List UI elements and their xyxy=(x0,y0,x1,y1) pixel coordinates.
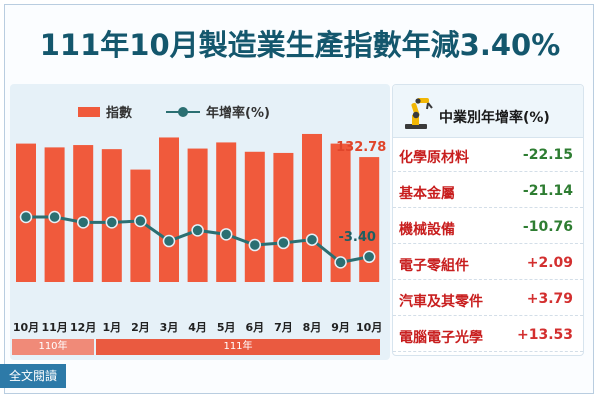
industry-row: 電子零組件 +2.09 xyxy=(393,247,583,280)
industry-row: 汽車及其零件 +3.79 xyxy=(393,283,583,316)
bar xyxy=(302,133,322,282)
industry-name: 電子零組件 xyxy=(399,258,469,274)
industry-value: +13.53 xyxy=(516,327,573,343)
x-tick-label: 10月 xyxy=(13,321,39,334)
x-tick-label: 5月 xyxy=(217,321,236,334)
bar xyxy=(216,142,237,282)
robot-arm-icon xyxy=(405,98,433,129)
rate-point xyxy=(76,216,90,229)
industry-row: 電腦電子光學 +13.53 xyxy=(393,319,583,352)
rate-point xyxy=(277,236,290,250)
bar xyxy=(159,137,179,282)
rate-point xyxy=(219,228,233,241)
industry-name: 化學原材料 xyxy=(399,150,469,166)
industry-name: 機械設備 xyxy=(399,222,455,238)
rate-point xyxy=(134,214,147,228)
bar xyxy=(101,149,122,282)
x-tick-label: 10月 xyxy=(356,321,382,334)
rate-point xyxy=(305,233,319,246)
bar xyxy=(73,145,94,282)
x-tick-label: 4月 xyxy=(188,321,207,334)
industry-row: 基本金屬 -21.14 xyxy=(393,175,583,208)
bar xyxy=(244,151,265,282)
industry-value: -10.76 xyxy=(522,219,573,235)
industry-value: +2.09 xyxy=(526,255,573,271)
x-tick-label: 11月 xyxy=(41,321,67,334)
bar xyxy=(330,143,351,282)
rate-point xyxy=(334,256,347,269)
rate-point xyxy=(162,234,176,248)
rate-point xyxy=(19,210,33,224)
x-tick-label: 6月 xyxy=(245,321,264,334)
last-bar-value-label: 132.78 xyxy=(336,140,386,155)
chart-legend: 指數 年增率(%) xyxy=(78,102,270,121)
industry-growth-panel: 中業別年增率(%) 化學原材料 -22.15 基本金屬 -21.14 機械設備 -10.7… xyxy=(392,84,584,356)
industry-row: 化學原材料 -22.15 xyxy=(393,139,583,172)
industry-value: +3.79 xyxy=(526,291,573,307)
rate-point xyxy=(48,210,61,224)
x-tick-label: 7月 xyxy=(274,321,293,334)
industry-panel-title: 中業別年增率(%) xyxy=(439,110,550,126)
rate-point xyxy=(191,224,204,237)
x-tick-label: 3月 xyxy=(160,321,179,334)
page-title: 111年10月製造業生產指數年減3.40% xyxy=(39,28,561,62)
x-tick-label: 1月 xyxy=(102,321,121,334)
rate-point xyxy=(248,238,262,252)
bar xyxy=(273,152,294,282)
bar xyxy=(359,157,380,282)
rate-point xyxy=(362,250,376,264)
industry-value: -22.15 xyxy=(522,147,573,163)
legend-bar-swatch xyxy=(78,106,100,117)
bar xyxy=(187,148,208,282)
industry-panel-header: 中業別年增率(%) xyxy=(393,85,583,138)
legend-index-label: 指數 xyxy=(106,106,133,121)
industry-name: 基本金屬 xyxy=(399,186,455,202)
last-rate-value-label: -3.40 xyxy=(338,230,375,245)
industry-name: 電腦電子光學 xyxy=(399,330,483,346)
x-tick-label: 8月 xyxy=(303,321,322,334)
legend-rate-label: 年增率(%) xyxy=(206,106,270,121)
x-tick-label: 12月 xyxy=(70,321,96,334)
year-label-111: 111年 xyxy=(96,339,380,355)
rate-point xyxy=(105,216,119,229)
year-label-110: 110年 xyxy=(12,339,94,355)
industry-value: -21.14 xyxy=(522,183,573,199)
full-read-button[interactable]: 全文閱讀 xyxy=(0,364,66,388)
industry-row: 機械設備 -10.76 xyxy=(393,211,583,244)
x-tick-label: 9月 xyxy=(331,321,350,334)
legend-line-swatch xyxy=(166,106,201,117)
x-tick-label: 2月 xyxy=(131,321,150,334)
industry-name: 汽車及其零件 xyxy=(399,294,483,310)
